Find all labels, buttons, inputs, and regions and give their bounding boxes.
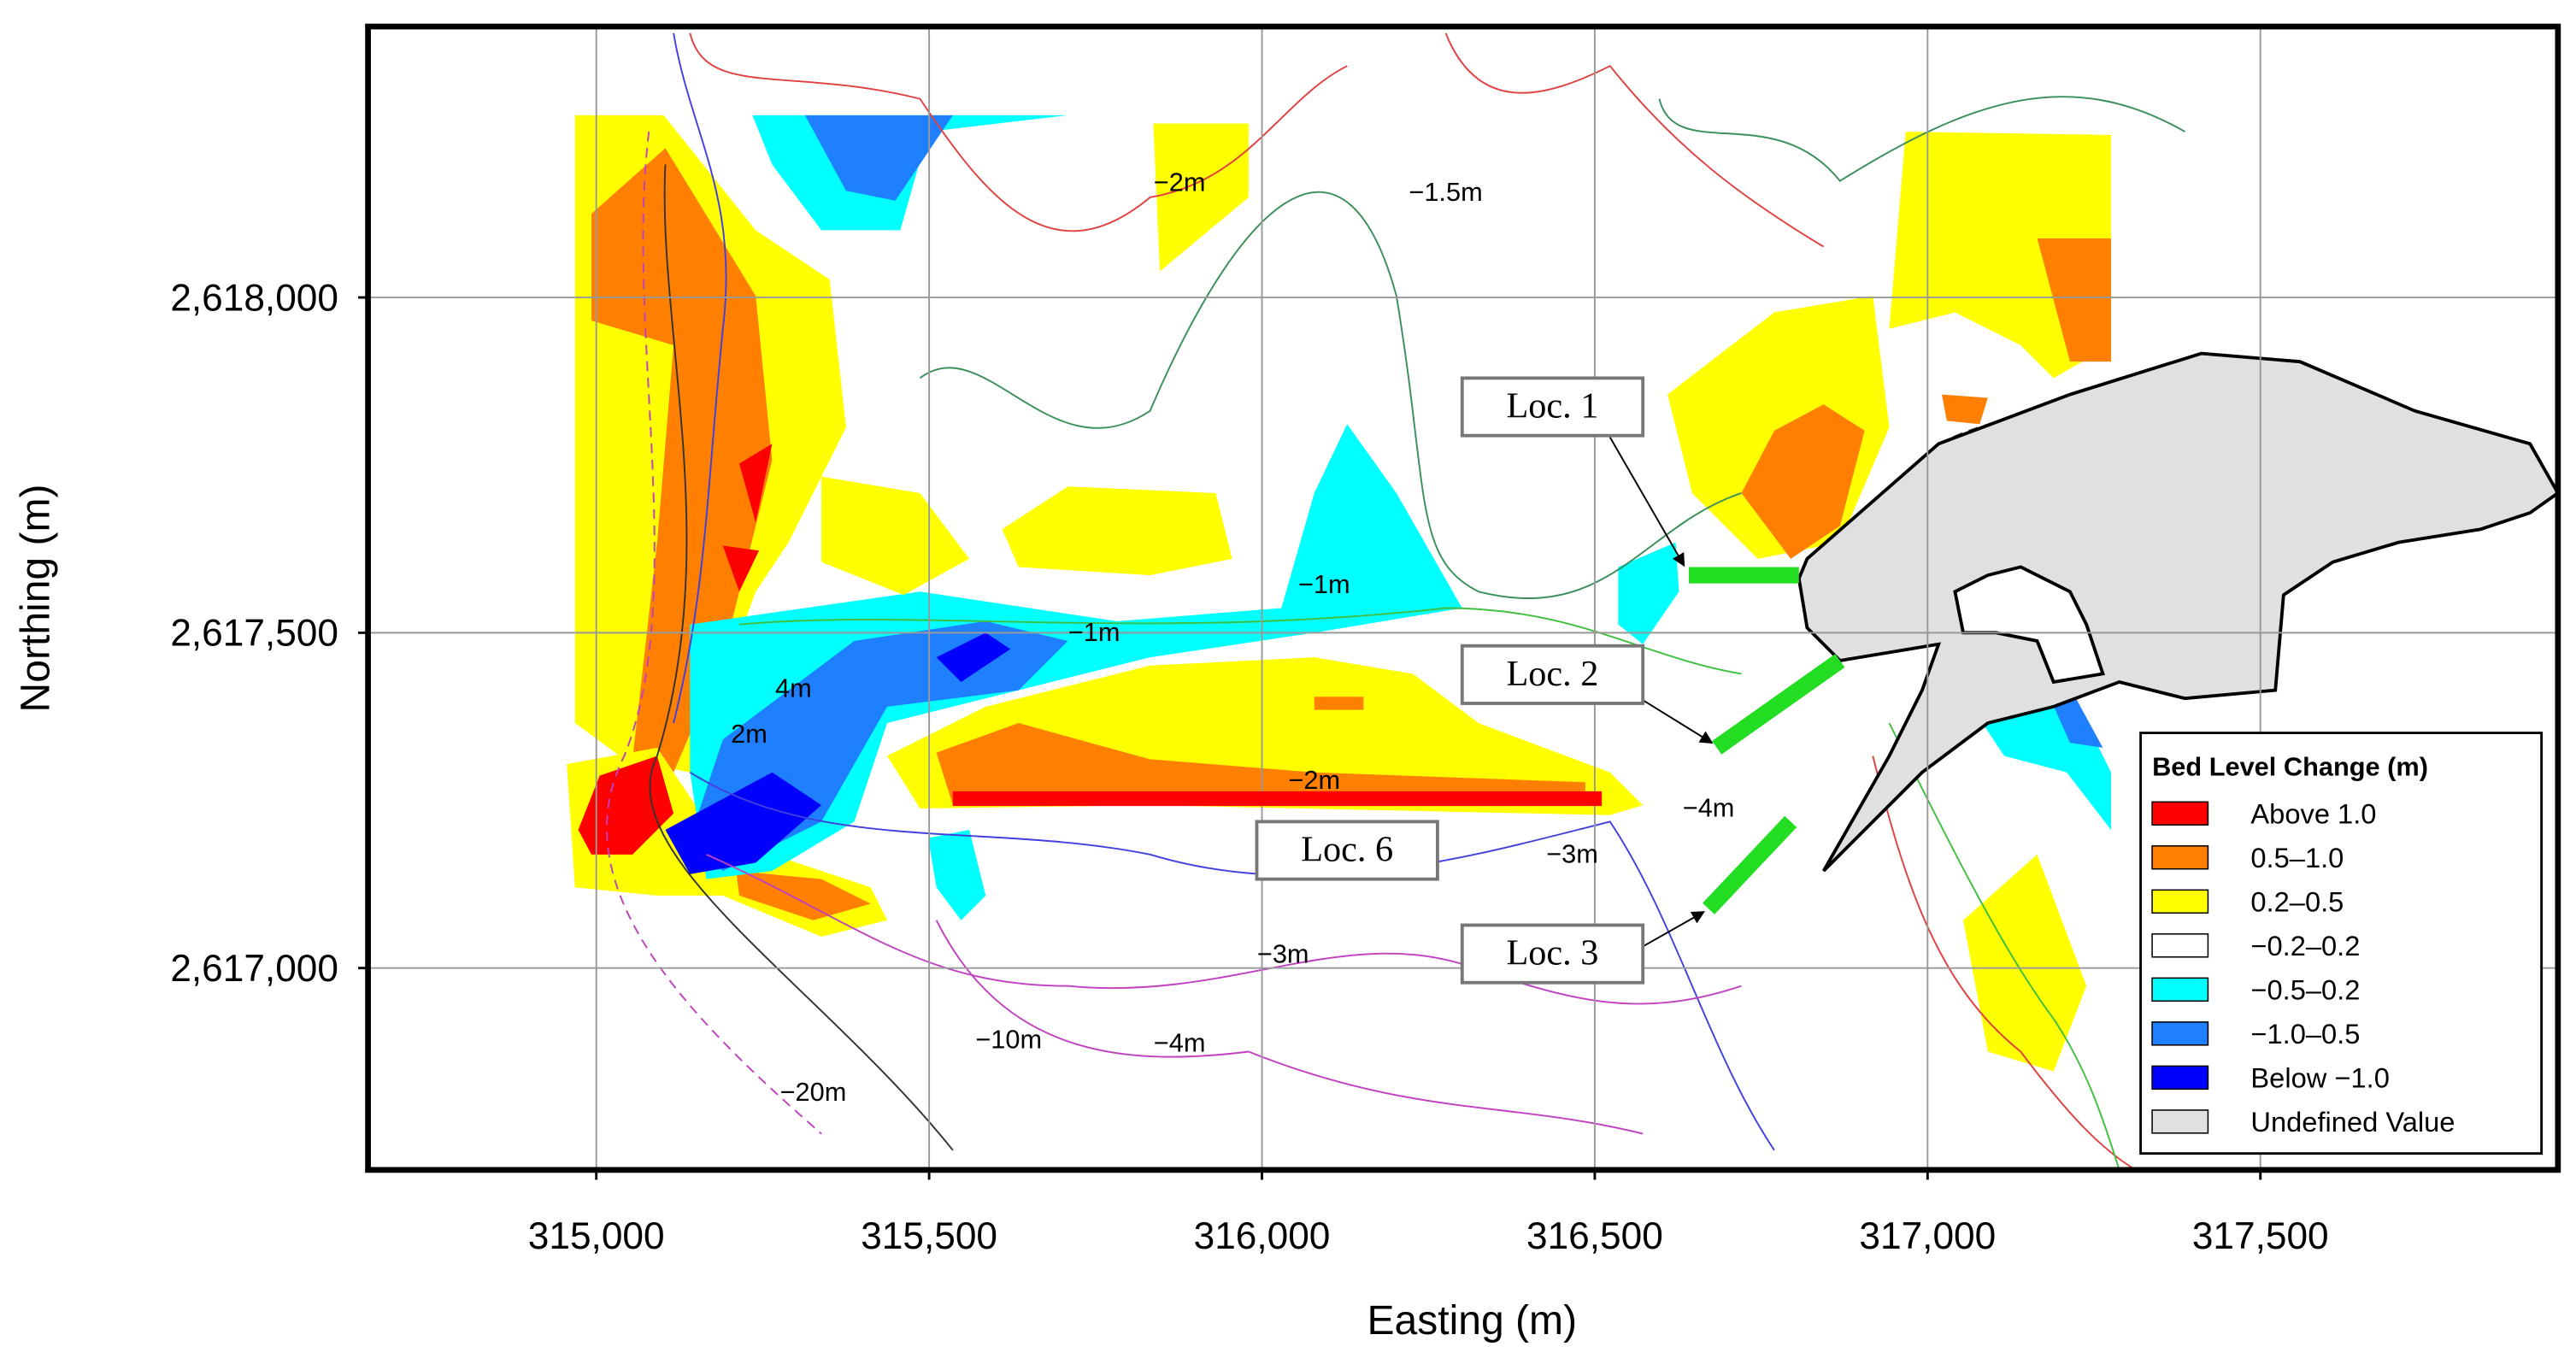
legend-label: Below −1.0 bbox=[2250, 1061, 2389, 1093]
location-label: Loc. 3 bbox=[1506, 933, 1598, 973]
y-tick-label: 2,617,000 bbox=[170, 948, 338, 990]
loc-2-line bbox=[1712, 654, 1845, 755]
legend-swatch bbox=[2151, 977, 2209, 1002]
legend-label: 0.2–0.5 bbox=[2250, 885, 2344, 917]
legend-label: −1.0–0.5 bbox=[2250, 1018, 2360, 1049]
location-label: Loc. 6 bbox=[1301, 830, 1393, 870]
loc-box bbox=[1460, 376, 1645, 438]
contour-label: 2m bbox=[731, 719, 768, 749]
location-lines bbox=[952, 437, 1845, 948]
x-tick-label: 317,500 bbox=[2192, 1215, 2329, 1257]
contour-label: −1m bbox=[1298, 569, 1350, 599]
x-tick-label: 316,000 bbox=[1194, 1215, 1331, 1257]
legend-label: Undefined Value bbox=[2250, 1106, 2455, 1138]
contour-label: −1.5m bbox=[1409, 177, 1482, 207]
loc-3-line bbox=[1703, 815, 1797, 914]
loc-3-arrow bbox=[1642, 911, 1705, 948]
legend-swatch bbox=[2151, 801, 2209, 826]
legend-label: −0.2–0.2 bbox=[2250, 930, 2360, 961]
plot-frame bbox=[365, 23, 2561, 1173]
legend-title: Bed Level Change (m) bbox=[2152, 752, 2428, 782]
bed-change-fields bbox=[567, 115, 2112, 1072]
land-area bbox=[1797, 351, 2561, 873]
location-labels: Loc. 1 Loc. 2 Loc. 3 Loc. 6 bbox=[1255, 376, 1645, 985]
x-tick-label: 315,500 bbox=[861, 1215, 997, 1257]
legend-swatch bbox=[2151, 889, 2209, 914]
contour-label: −2m bbox=[1288, 765, 1340, 795]
loc-box bbox=[1255, 820, 1439, 881]
loc-2-arrow bbox=[1642, 699, 1714, 744]
legend-swatch bbox=[2151, 1065, 2209, 1091]
x-axis-label: Easting (m) bbox=[1367, 1298, 1577, 1343]
legend-label: −0.5–0.2 bbox=[2250, 973, 2360, 1005]
contour-label: −10m bbox=[975, 1025, 1042, 1055]
contour-label: −20m bbox=[780, 1077, 847, 1107]
legend-swatch bbox=[2151, 1109, 2209, 1134]
y-tick-label: 2,618,000 bbox=[170, 277, 338, 319]
contour-label: −3m bbox=[1546, 838, 1598, 868]
legend: Bed Level Change (m) Above 1.0 0.5–1.0 0.2… bbox=[2139, 732, 2544, 1155]
x-tick-label: 316,500 bbox=[1526, 1215, 1663, 1257]
location-label: Loc. 2 bbox=[1506, 654, 1598, 694]
y-axis-label: Northing (m) bbox=[14, 484, 59, 712]
contour-label: −1m bbox=[1068, 617, 1120, 647]
legend-swatch bbox=[2151, 1021, 2209, 1046]
x-tick-label: 317,000 bbox=[1859, 1215, 1996, 1257]
loc-1-arrow bbox=[1609, 437, 1685, 567]
contour-label: −3m bbox=[1257, 939, 1309, 969]
contour-label: −2m bbox=[1154, 167, 1206, 197]
contour-label: −4m bbox=[1683, 793, 1735, 823]
contour-label: −4m bbox=[1154, 1027, 1206, 1057]
location-label: Loc. 1 bbox=[1506, 386, 1598, 426]
contour-labels: −2m −1.5m −1m −1m 4m 2m −2m −4m −3m −3m … bbox=[731, 167, 1734, 1107]
x-tick-label: 315,000 bbox=[528, 1215, 665, 1257]
legend-swatch bbox=[2151, 845, 2209, 870]
y-tick-label: 2,617,500 bbox=[170, 613, 338, 655]
contour-label: 4m bbox=[775, 673, 812, 703]
legend-label: 0.5–1.0 bbox=[2250, 842, 2344, 873]
legend-swatch bbox=[2151, 933, 2209, 958]
legend-label: Above 1.0 bbox=[2250, 797, 2376, 829]
loc-box bbox=[1460, 644, 1645, 705]
loc-box bbox=[1460, 923, 1645, 985]
